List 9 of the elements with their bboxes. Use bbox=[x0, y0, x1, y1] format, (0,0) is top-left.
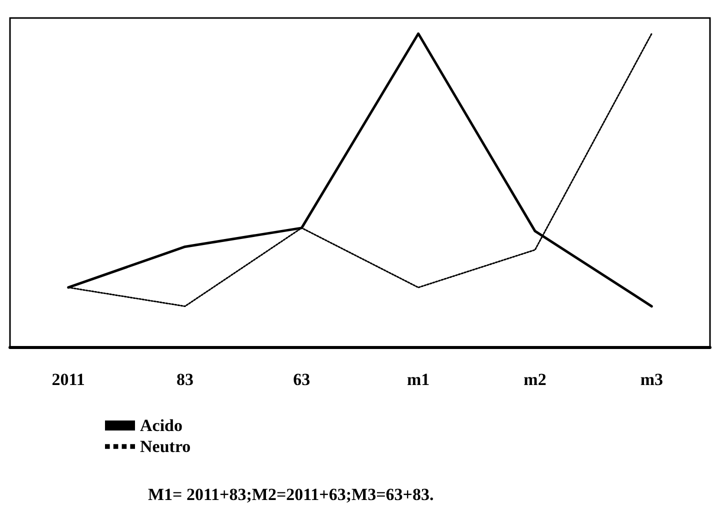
legend-label: Neutro bbox=[140, 437, 191, 456]
x-tick-label: 2011 bbox=[52, 370, 85, 389]
legend-label: Acido bbox=[140, 416, 182, 435]
x-tick-label: m2 bbox=[524, 370, 546, 389]
x-tick-label: 83 bbox=[176, 370, 194, 389]
text: M1= 2011+83;M2=2011+63;M3=63+83. bbox=[148, 485, 434, 504]
x-tick-label: m1 bbox=[406, 370, 430, 389]
x-tick-label: m3 bbox=[640, 370, 664, 389]
x-tick-label: 63 bbox=[293, 370, 310, 389]
